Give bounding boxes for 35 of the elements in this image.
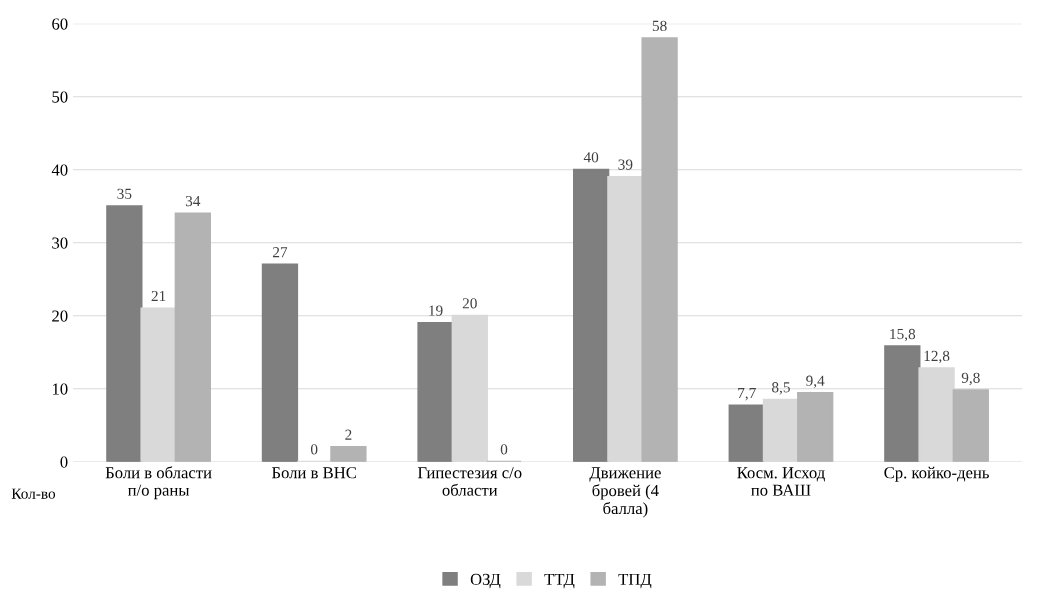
y-axis-title: Кол-во [11, 488, 56, 499]
data-label: 12,8 [924, 350, 950, 364]
y-tick-label: 20 [52, 310, 68, 322]
data-label: 7,7 [738, 388, 756, 401]
data-label: 40 [583, 152, 599, 163]
data-label: 19 [429, 305, 443, 316]
y-tick-label: 50 [52, 91, 68, 103]
data-label: 9,4 [806, 375, 825, 389]
data-label: 39 [618, 159, 633, 170]
data-label: 58 [652, 20, 667, 32]
x-tick-label: Боли в ВНС [271, 467, 356, 479]
data-label: 21 [151, 290, 166, 302]
data-label: 8,5 [772, 382, 790, 395]
x-tick-label: Гипестезия с/о области [417, 467, 522, 496]
data-label: 9,8 [961, 372, 980, 386]
data-label: 34 [185, 195, 201, 207]
x-tick-label: Движение бровей (4 балла) [589, 467, 661, 518]
data-label: 35 [117, 188, 132, 199]
legend-label: ТПД [618, 573, 652, 589]
x-tick-label: Боли в области п/о раны [105, 466, 212, 500]
data-label: 0 [310, 444, 318, 455]
data-label: 2 [345, 429, 352, 440]
data-label: 27 [272, 247, 288, 258]
x-tick-label: Косм. Исход по ВАШ [737, 467, 825, 496]
y-tick-label: 60 [52, 18, 68, 30]
data-label: 0 [500, 444, 508, 455]
legend-label: ОЗД [470, 573, 501, 589]
data-label: 15,8 [890, 328, 916, 342]
y-tick-label: 40 [51, 164, 68, 176]
y-tick-label: 10 [52, 383, 68, 395]
legend-label: ТТД [544, 573, 575, 589]
y-tick-label: 30 [52, 237, 68, 249]
y-tick-label: 0 [60, 456, 68, 468]
x-tick-label: Ср. койко-день [884, 466, 989, 482]
data-label: 20 [462, 298, 477, 309]
